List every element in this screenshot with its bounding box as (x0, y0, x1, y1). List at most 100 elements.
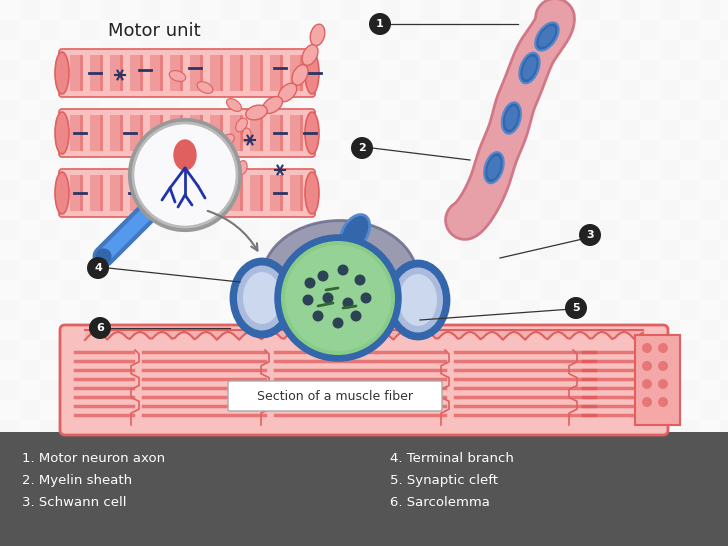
Bar (380, 160, 400, 180)
Bar (620, 320, 640, 340)
Bar (100, 300, 120, 320)
Bar (580, 500, 600, 520)
Bar (200, 300, 220, 320)
Bar (0, 280, 20, 300)
Bar (380, 0, 400, 20)
Bar (500, 480, 520, 500)
Bar (420, 40, 440, 60)
Bar (720, 280, 728, 300)
Ellipse shape (305, 52, 319, 94)
Bar (0, 380, 20, 400)
Bar (60, 200, 80, 220)
Bar (240, 120, 260, 140)
Bar (140, 420, 160, 440)
Bar (500, 440, 520, 460)
Bar (220, 80, 240, 100)
Bar (20, 140, 40, 160)
Bar (300, 420, 320, 440)
Bar (40, 0, 60, 20)
Bar (160, 140, 180, 160)
Bar (100, 40, 120, 60)
Bar (680, 240, 700, 260)
Bar (340, 200, 360, 220)
Bar (120, 540, 140, 546)
Bar (560, 460, 580, 480)
Bar (440, 40, 460, 60)
Bar (540, 360, 560, 380)
Bar (80, 480, 100, 500)
Bar (200, 320, 220, 340)
Bar (280, 80, 300, 100)
Bar (540, 540, 560, 546)
Bar (380, 540, 400, 546)
Bar (120, 55, 123, 91)
Bar (60, 460, 80, 480)
Bar (720, 220, 728, 240)
Bar (580, 0, 600, 20)
Bar (80, 340, 100, 360)
Bar (120, 340, 140, 360)
Bar (540, 260, 560, 280)
Bar (200, 420, 220, 440)
Bar (560, 480, 580, 500)
Bar (540, 340, 560, 360)
Bar (520, 440, 540, 460)
Bar (380, 40, 400, 60)
Bar (290, 115, 300, 151)
Bar (280, 480, 300, 500)
Bar (100, 200, 120, 220)
Bar (380, 360, 400, 380)
Bar (340, 160, 360, 180)
Bar (580, 380, 600, 400)
Bar (160, 460, 180, 480)
Bar (620, 480, 640, 500)
Bar (0, 360, 20, 380)
Bar (220, 180, 240, 200)
Bar (200, 260, 220, 280)
Bar (180, 480, 200, 500)
Bar (540, 440, 560, 460)
Ellipse shape (292, 64, 308, 85)
Bar (120, 0, 140, 20)
Bar (440, 520, 460, 540)
Bar (380, 300, 400, 320)
Bar (540, 60, 560, 80)
Bar (560, 20, 580, 40)
Bar (300, 200, 320, 220)
Bar (640, 460, 660, 480)
Bar (20, 120, 40, 140)
Bar (200, 120, 220, 140)
Bar (40, 160, 60, 180)
Bar (40, 460, 60, 480)
Bar (560, 100, 580, 120)
Bar (200, 20, 220, 40)
Bar (340, 260, 360, 280)
Bar (190, 115, 200, 151)
Bar (100, 0, 120, 20)
Bar (440, 300, 460, 320)
Bar (80, 100, 100, 120)
Bar (600, 440, 620, 460)
Bar (380, 320, 400, 340)
Circle shape (285, 245, 391, 351)
Bar (640, 380, 660, 400)
Bar (290, 55, 300, 91)
Bar (200, 115, 203, 151)
Bar (80, 40, 100, 60)
Bar (720, 460, 728, 480)
Bar (660, 400, 680, 420)
Bar (620, 440, 640, 460)
Bar (20, 200, 40, 220)
Bar (320, 380, 340, 400)
Bar (660, 100, 680, 120)
Bar (720, 500, 728, 520)
Bar (400, 320, 420, 340)
Bar (460, 180, 480, 200)
Ellipse shape (183, 145, 197, 155)
Text: 6: 6 (96, 323, 104, 333)
Bar (680, 200, 700, 220)
Bar (660, 320, 680, 340)
Bar (270, 175, 280, 211)
Bar (460, 220, 480, 240)
Bar (640, 400, 660, 420)
